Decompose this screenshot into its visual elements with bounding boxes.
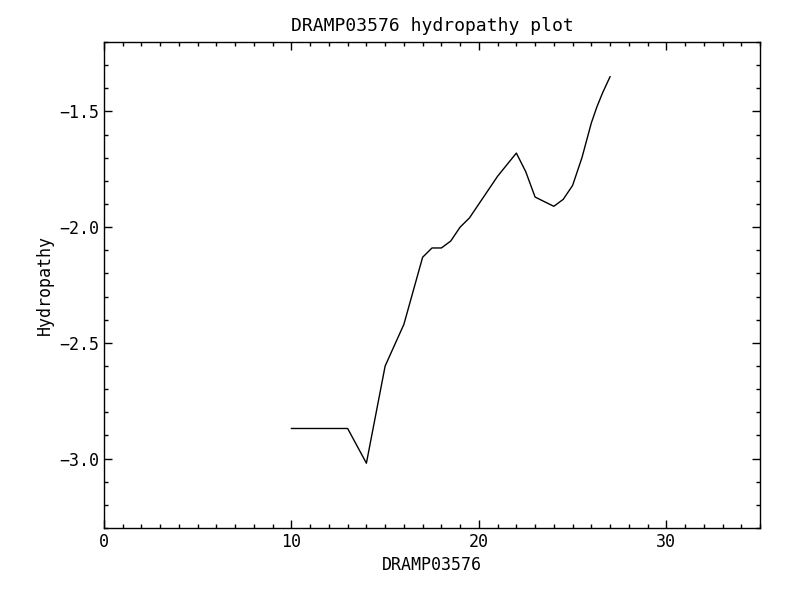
X-axis label: DRAMP03576: DRAMP03576 <box>382 556 482 574</box>
Title: DRAMP03576 hydropathy plot: DRAMP03576 hydropathy plot <box>290 17 574 35</box>
Y-axis label: Hydropathy: Hydropathy <box>35 235 54 335</box>
